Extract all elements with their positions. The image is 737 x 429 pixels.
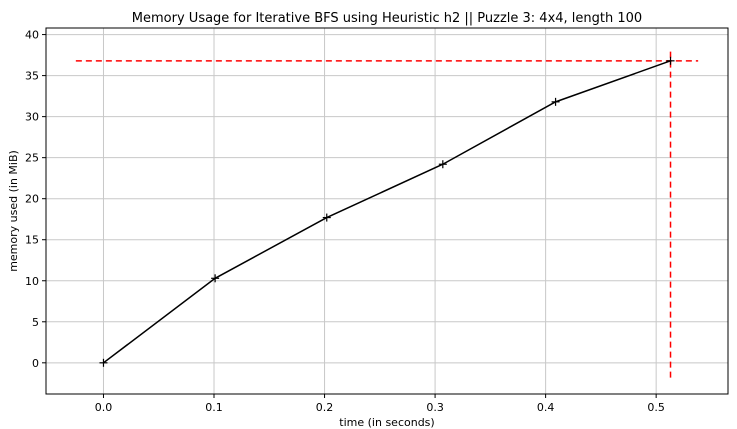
x-tick-label: 0.4 xyxy=(537,401,555,414)
y-tick-label: 25 xyxy=(25,152,39,165)
grid xyxy=(46,28,728,394)
data-point-marker xyxy=(666,56,675,65)
y-axis-label: memory used (in MiB) xyxy=(7,150,20,272)
data-point-marker xyxy=(322,213,331,222)
x-axis-label: time (in seconds) xyxy=(339,416,434,429)
x-tick-label: 0.5 xyxy=(647,401,665,414)
chart-title: Memory Usage for Iterative BFS using Heu… xyxy=(132,11,642,26)
ticks: 0.0 0.1 0.2 0.3 0.4 0.5 0 5 10 15 20 25 30 35 40 xyxy=(25,29,665,414)
data-point-marker xyxy=(211,274,220,283)
y-tick-label: 35 xyxy=(25,70,39,83)
data-point-marker xyxy=(551,97,560,106)
y-tick-label: 15 xyxy=(25,234,39,247)
reference-lines xyxy=(75,48,699,378)
series xyxy=(99,56,675,367)
x-tick-label: 0.3 xyxy=(426,401,444,414)
y-tick-label: 5 xyxy=(32,316,39,329)
data-point-marker xyxy=(99,358,108,367)
plot-frame xyxy=(45,27,729,395)
y-tick-label: 10 xyxy=(25,275,39,288)
data-point-marker xyxy=(438,160,447,169)
y-tick-label: 30 xyxy=(25,111,39,124)
x-tick-label: 0.0 xyxy=(95,401,113,414)
x-tick-label: 0.1 xyxy=(205,401,223,414)
y-tick-label: 40 xyxy=(25,29,39,42)
x-tick-label: 0.2 xyxy=(316,401,334,414)
y-tick-label: 0 xyxy=(32,357,39,370)
series-line xyxy=(103,60,671,364)
y-tick-label: 20 xyxy=(25,193,39,206)
